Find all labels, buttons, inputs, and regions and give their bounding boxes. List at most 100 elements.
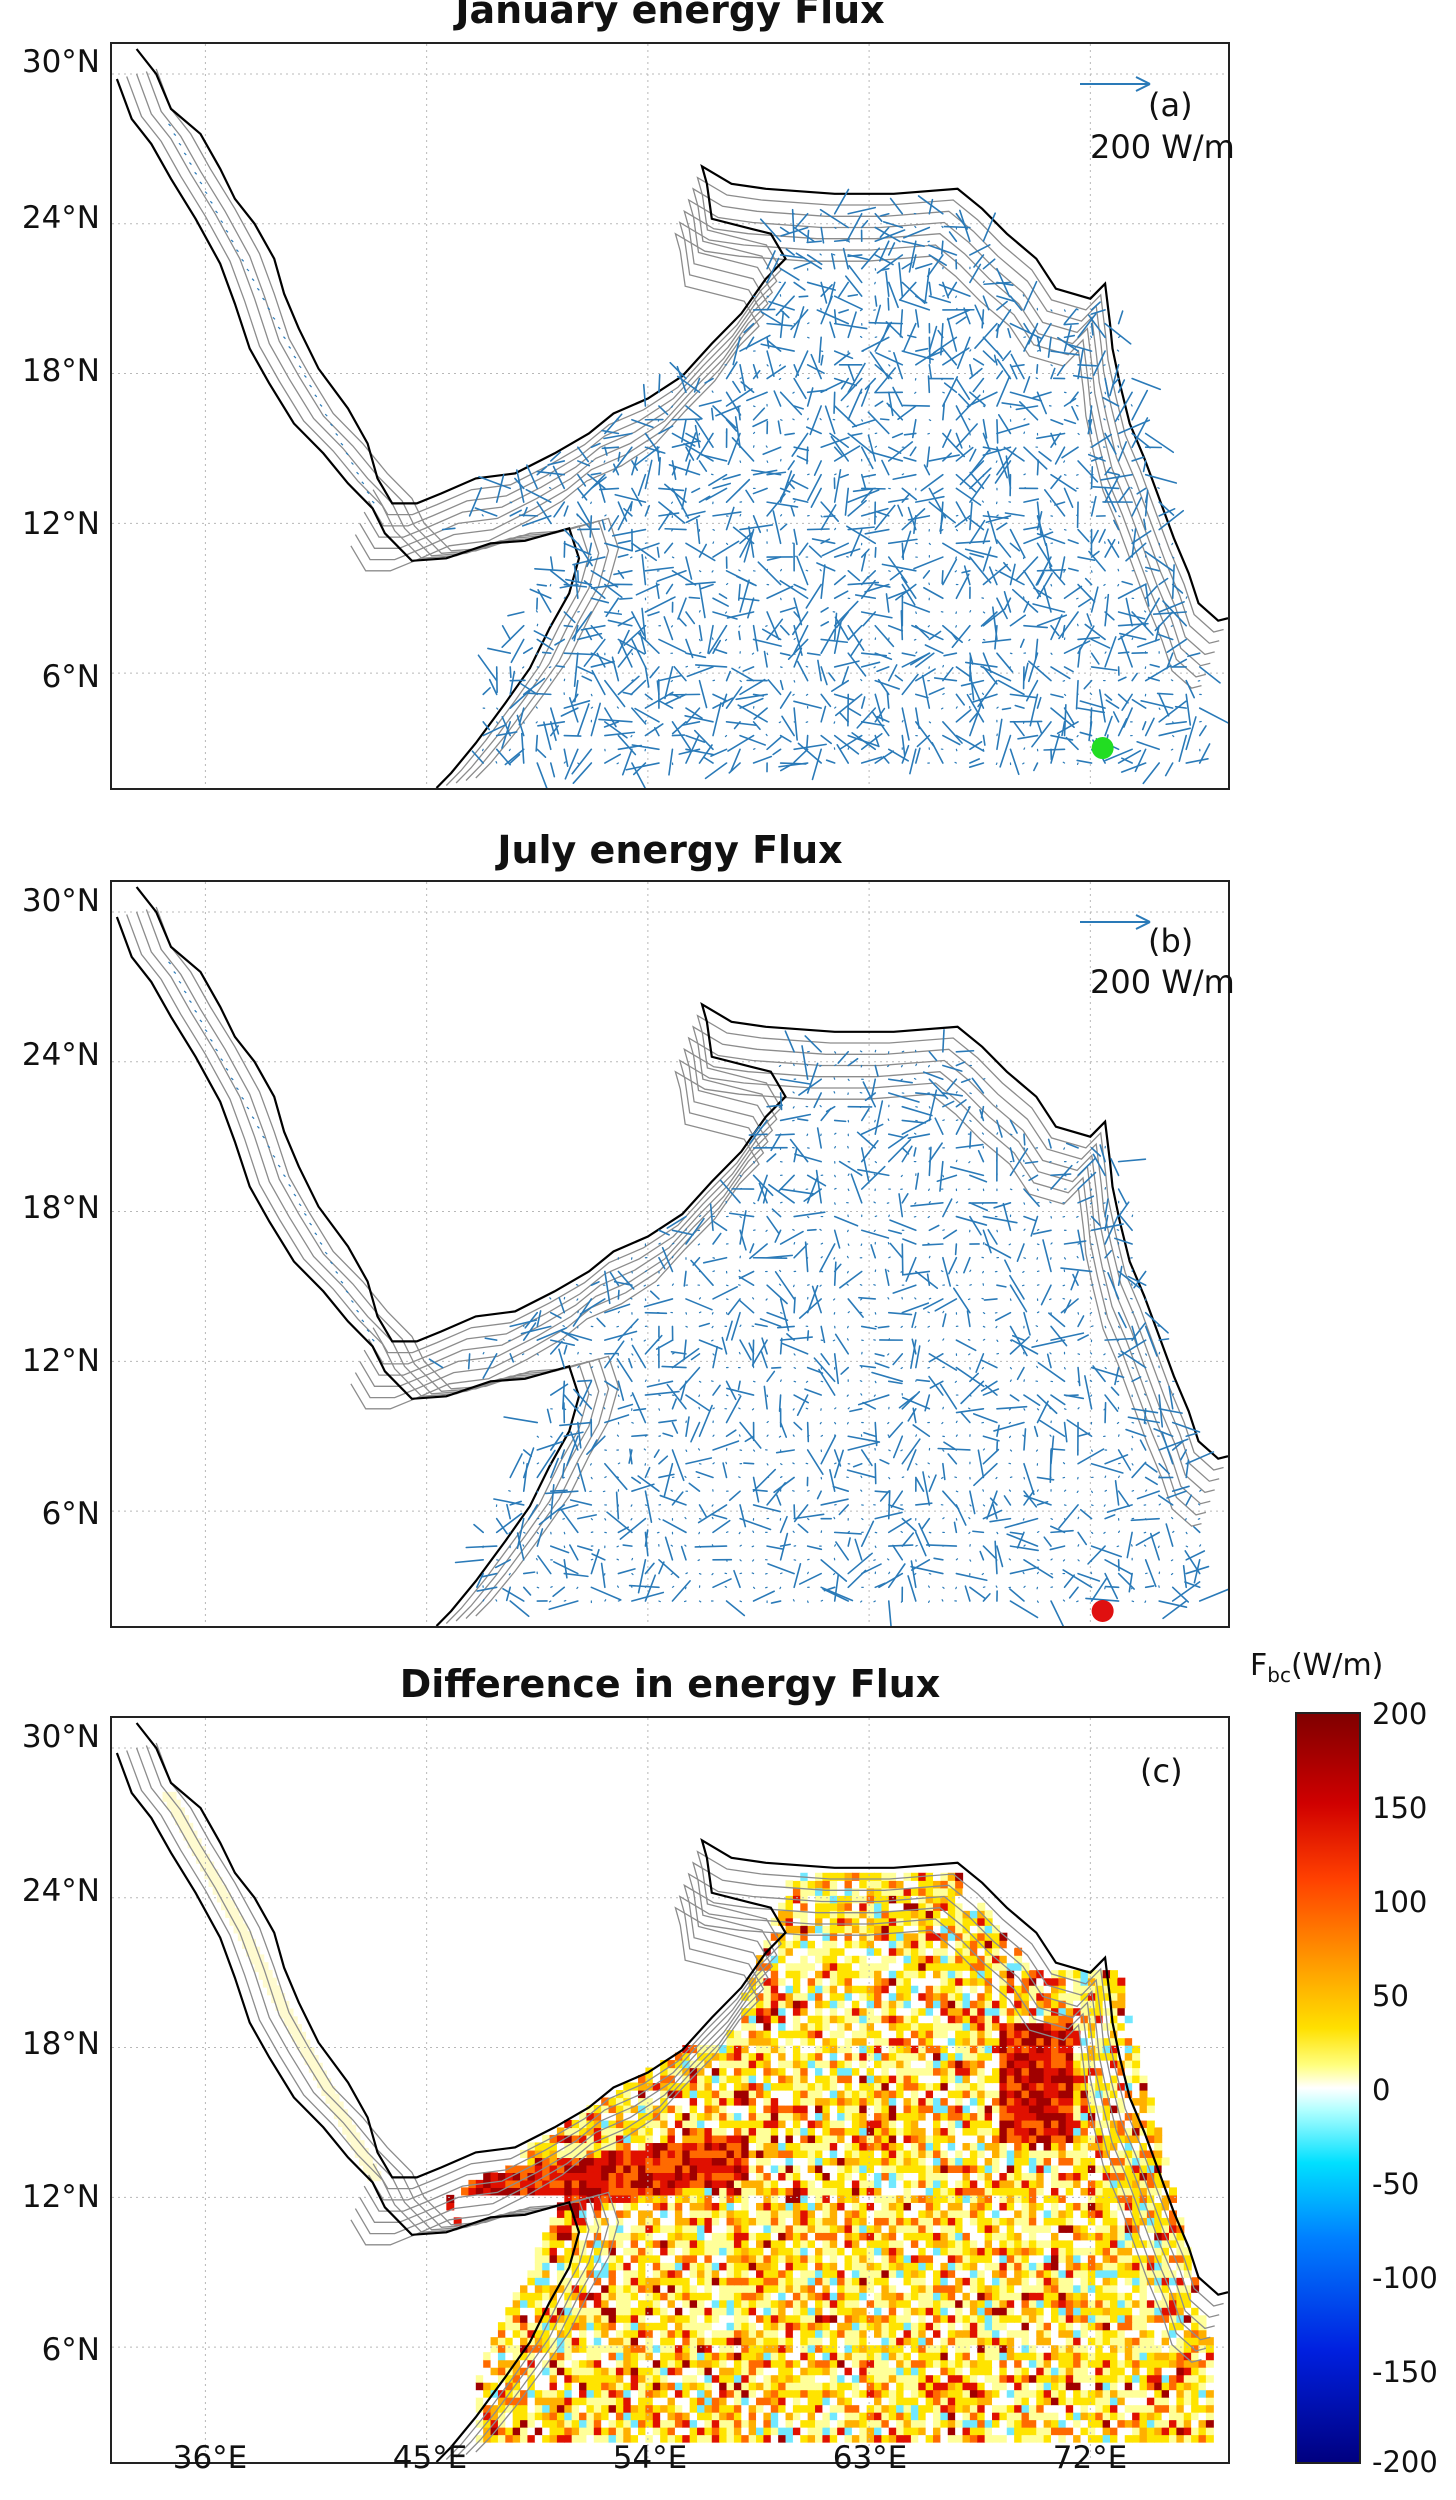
flux-arrow — [522, 1447, 535, 1479]
flux-arrow — [780, 1256, 783, 1259]
flux-arrow — [1123, 707, 1133, 728]
flux-arrow — [1079, 1508, 1093, 1520]
flux-arrow — [835, 611, 850, 629]
flux-arrow — [805, 734, 809, 752]
flux-difference-cell — [534, 2397, 543, 2406]
coastline — [115, 916, 581, 1626]
flux-difference-cell — [1087, 2412, 1096, 2421]
flux-difference-cell — [586, 2389, 595, 2398]
flux-arrow — [833, 1215, 859, 1227]
flux-difference-cell — [1146, 2434, 1155, 2443]
flux-arrow — [482, 687, 491, 696]
flux-difference-cell — [638, 2389, 647, 2398]
flux-arrow — [550, 1435, 553, 1438]
flux-arrow — [1178, 734, 1188, 762]
flux-arrow — [996, 375, 1011, 407]
flux-arrow — [982, 405, 986, 408]
flux-difference-cell — [520, 2337, 529, 2346]
flux-arrow — [739, 1600, 743, 1603]
flux-arrow — [515, 469, 525, 503]
flux-difference-cell — [770, 2427, 779, 2436]
flux-arrow — [361, 1319, 365, 1323]
flux-difference-cell — [918, 2352, 927, 2361]
flux-arrow — [1197, 1503, 1201, 1506]
flux-arrow — [787, 638, 809, 661]
flux-difference-cell — [601, 2344, 610, 2353]
flux-arrow — [936, 1174, 958, 1183]
flux-arrow — [915, 651, 918, 654]
flux-difference-cell — [689, 2412, 698, 2421]
flux-difference-cell — [881, 2352, 890, 2361]
flux-difference-cell — [726, 2359, 735, 2368]
flux-arrow — [879, 212, 890, 217]
flux-arrow — [806, 1228, 817, 1232]
flux-arrow — [993, 354, 998, 366]
flux-difference-cell — [682, 2419, 691, 2428]
flux-arrow — [820, 226, 825, 244]
flux-arrow — [371, 1338, 375, 1342]
flux-arrow — [631, 652, 634, 656]
flux-arrow — [821, 542, 850, 557]
flux-arrow — [780, 1476, 783, 1479]
flux-arrow — [980, 1105, 985, 1119]
flux-arrow — [509, 1353, 515, 1363]
flux-difference-cell — [829, 2329, 838, 2338]
flux-arrow — [1117, 611, 1146, 620]
flux-arrow — [710, 1513, 728, 1520]
flux-arrow — [739, 1229, 747, 1251]
lat-label-30: 30°N — [21, 44, 100, 80]
flux-arrow — [752, 1530, 755, 1533]
flux-arrow — [820, 734, 832, 745]
flux-difference-cell — [815, 2344, 824, 2353]
flux-arrow — [928, 1353, 944, 1363]
flux-arrow — [955, 666, 971, 678]
flux-arrow — [912, 1407, 917, 1424]
flux-difference-cell — [497, 2337, 506, 2346]
flux-arrow — [819, 1243, 836, 1273]
flux-difference-cell — [756, 2329, 765, 2338]
flux-difference-cell — [969, 2434, 978, 2443]
flux-difference-cell — [1043, 2374, 1052, 2383]
flux-arrow — [684, 715, 714, 723]
flux-arrow — [813, 1092, 822, 1109]
flux-arrow — [558, 1296, 566, 1314]
flux-difference-cell — [940, 2337, 949, 2346]
flux-arrow — [954, 1380, 957, 1383]
flux-difference-cell — [1058, 2427, 1067, 2436]
flux-arrow — [577, 1310, 579, 1314]
flux-arrow — [509, 670, 516, 696]
flux-arrow — [887, 1600, 892, 1626]
scale-arrow-head — [1135, 83, 1151, 92]
flux-arrow — [825, 759, 836, 764]
flux-arrow — [1069, 391, 1079, 404]
flux-arrow — [712, 611, 738, 620]
flux-arrow — [330, 423, 333, 427]
flux-difference-cell — [778, 2412, 787, 2421]
flux-difference-cell — [792, 2359, 801, 2368]
flux-difference-cell — [1183, 2427, 1192, 2436]
flux-arrow — [813, 1357, 836, 1383]
flux-difference-cell — [866, 2359, 875, 2368]
flux-difference-cell — [674, 2344, 683, 2353]
flux-difference-cell — [874, 2397, 883, 2406]
flux-arrow — [562, 1324, 565, 1328]
flux-arrow — [488, 678, 498, 696]
flux-arrow — [549, 1339, 576, 1346]
flux-arrow — [629, 501, 633, 512]
flux-arrow — [847, 1552, 873, 1575]
flux-arrow — [1050, 367, 1056, 380]
flux-arrow — [861, 419, 864, 422]
flux-arrow — [820, 281, 828, 304]
flux-arrow — [900, 576, 917, 600]
flux-difference-cell — [733, 2352, 742, 2361]
flux-difference-cell — [623, 2374, 632, 2383]
flux-arrow — [1131, 528, 1134, 532]
flux-difference-cell — [874, 2419, 883, 2428]
flux-arrow — [928, 198, 934, 215]
flux-difference-cell — [770, 2419, 779, 2428]
flux-arrow — [760, 343, 795, 352]
flux-difference-cell — [512, 2367, 521, 2376]
flux-difference-cell — [1043, 2359, 1052, 2368]
flux-difference-cell — [1132, 2404, 1141, 2413]
flux-arrow — [860, 721, 885, 727]
